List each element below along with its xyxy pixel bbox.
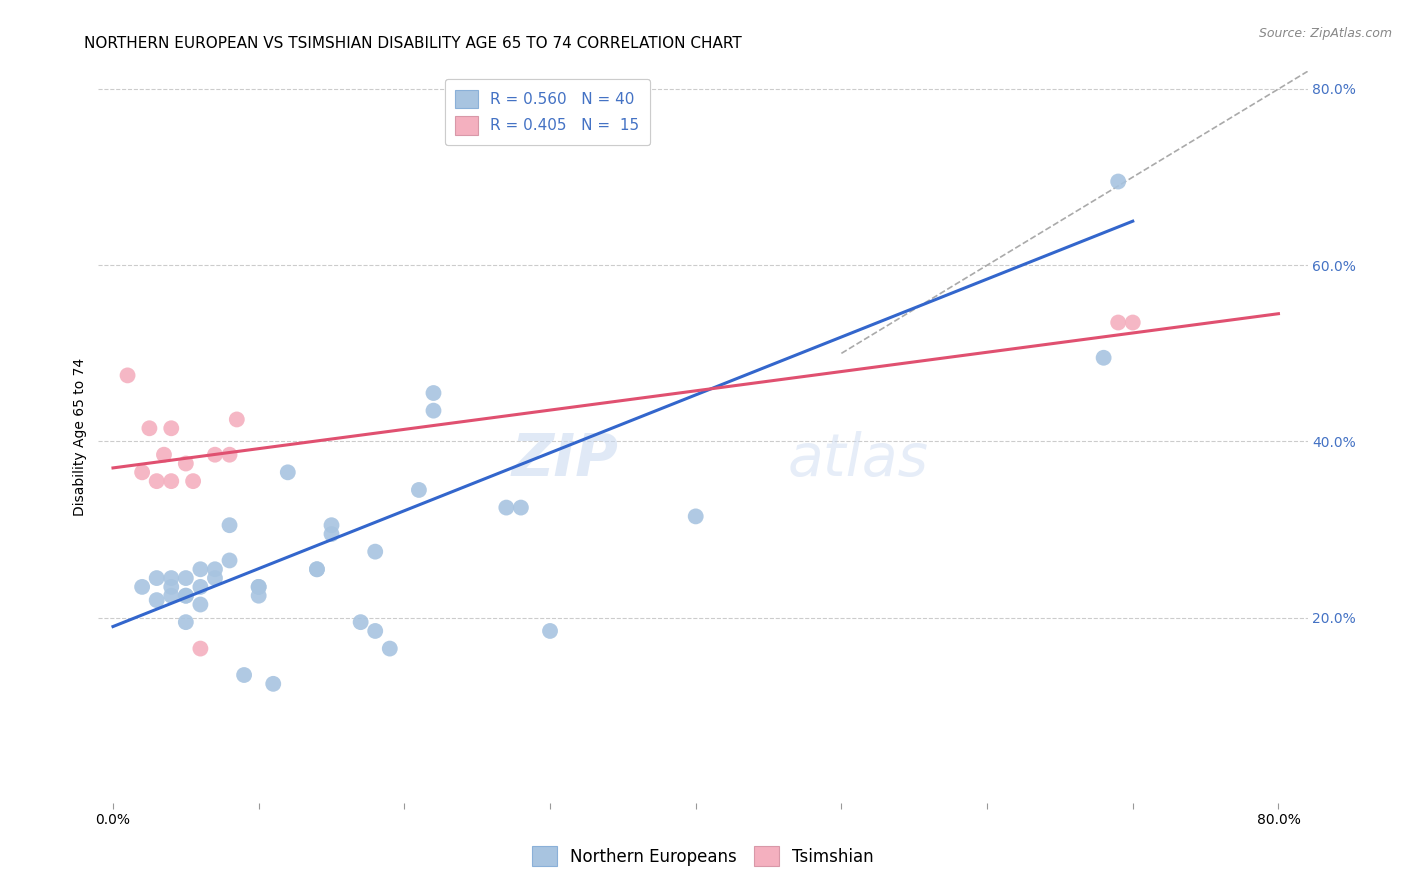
Point <box>262 677 284 691</box>
Point <box>1122 316 1144 330</box>
Point <box>190 562 212 576</box>
Legend: Northern Europeans, Tsimshian: Northern Europeans, Tsimshian <box>524 838 882 875</box>
Point <box>174 615 197 629</box>
Point <box>1107 316 1129 330</box>
Point <box>145 571 167 585</box>
Point <box>160 571 183 585</box>
Point <box>160 474 183 488</box>
Point <box>145 593 167 607</box>
Point <box>218 518 240 533</box>
Text: Source: ZipAtlas.com: Source: ZipAtlas.com <box>1258 27 1392 40</box>
Point <box>117 368 139 383</box>
Point <box>138 421 160 435</box>
Point <box>181 474 204 488</box>
Point <box>174 589 197 603</box>
Point <box>225 412 247 426</box>
Point <box>247 589 270 603</box>
Point <box>174 571 197 585</box>
Point <box>131 580 153 594</box>
Point <box>174 589 197 603</box>
Text: ZIP: ZIP <box>512 431 619 488</box>
Point <box>685 509 707 524</box>
Point <box>204 571 226 585</box>
Point <box>277 466 299 480</box>
Point <box>204 448 226 462</box>
Point <box>174 457 197 471</box>
Point <box>1107 174 1129 188</box>
Point <box>153 448 176 462</box>
Point <box>204 562 226 576</box>
Point <box>321 527 343 541</box>
Point <box>495 500 517 515</box>
Y-axis label: Disability Age 65 to 74: Disability Age 65 to 74 <box>73 358 87 516</box>
Point <box>350 615 373 629</box>
Point <box>160 589 183 603</box>
Point <box>408 483 430 497</box>
Point <box>422 403 444 417</box>
Point <box>218 553 240 567</box>
Point <box>190 580 212 594</box>
Point <box>364 624 387 638</box>
Point <box>364 544 387 558</box>
Point <box>509 500 531 515</box>
Point <box>1092 351 1115 365</box>
Point <box>218 448 240 462</box>
Point <box>131 466 153 480</box>
Point <box>233 668 256 682</box>
Point <box>190 598 212 612</box>
Point <box>305 562 328 576</box>
Text: atlas: atlas <box>787 431 928 488</box>
Point <box>422 386 444 401</box>
Point <box>305 562 328 576</box>
Point <box>538 624 561 638</box>
Text: NORTHERN EUROPEAN VS TSIMSHIAN DISABILITY AGE 65 TO 74 CORRELATION CHART: NORTHERN EUROPEAN VS TSIMSHIAN DISABILIT… <box>84 36 742 51</box>
Point <box>247 580 270 594</box>
Point <box>321 518 343 533</box>
Point <box>145 474 167 488</box>
Legend: R = 0.560   N = 40, R = 0.405   N =  15: R = 0.560 N = 40, R = 0.405 N = 15 <box>444 79 651 145</box>
Point <box>160 421 183 435</box>
Point <box>378 641 401 656</box>
Point <box>247 580 270 594</box>
Point <box>160 580 183 594</box>
Point <box>190 641 212 656</box>
